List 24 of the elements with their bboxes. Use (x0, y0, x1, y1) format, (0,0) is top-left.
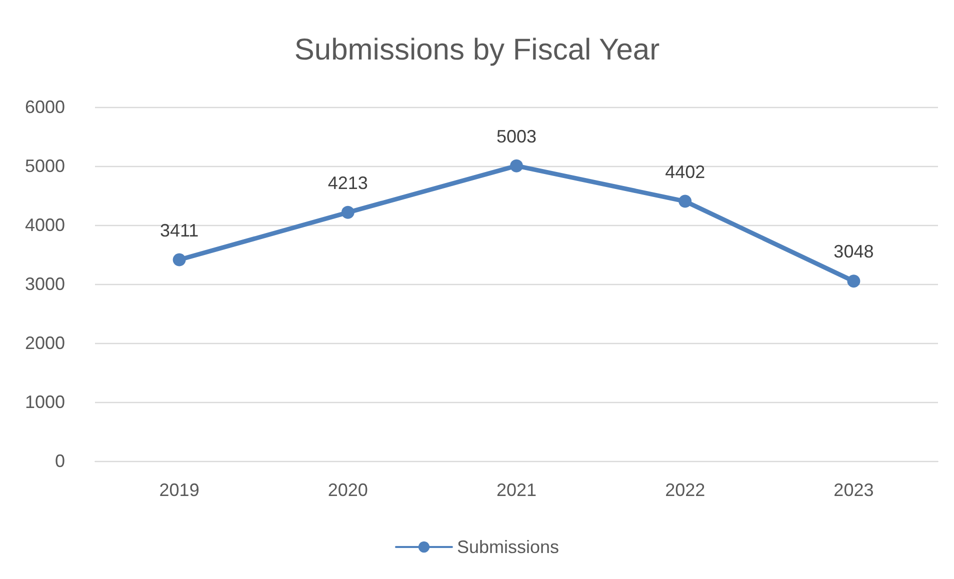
x-tick-label: 2020 (328, 480, 368, 500)
y-tick-label: 2000 (24, 333, 65, 353)
legend-label: Submissions (456, 537, 560, 557)
point (172, 253, 186, 266)
x-tick-label: 2021 (496, 480, 537, 500)
x-tick-label: 2022 (665, 480, 706, 500)
point (510, 159, 523, 172)
y-tick-label: 6000 (24, 97, 65, 117)
x-tick-label: 2019 (159, 480, 200, 500)
y-tick-label: 1000 (24, 392, 65, 412)
point (847, 274, 860, 288)
data-label: 3048 (834, 242, 874, 262)
chart-title: Submissions by Fiscal Year (294, 34, 660, 66)
point (341, 206, 354, 219)
y-tick-label: 5000 (24, 156, 65, 176)
data-label: 4402 (665, 162, 706, 182)
y-tick-label: 0 (54, 451, 65, 471)
data-label: 5003 (496, 126, 537, 146)
y-tick-label: 3000 (24, 274, 65, 294)
x-tick-label: 2023 (834, 480, 874, 500)
data-label: 3411 (160, 220, 199, 240)
y-tick-label: 4000 (24, 215, 65, 235)
data-label: 4213 (328, 172, 368, 193)
point (678, 194, 692, 208)
